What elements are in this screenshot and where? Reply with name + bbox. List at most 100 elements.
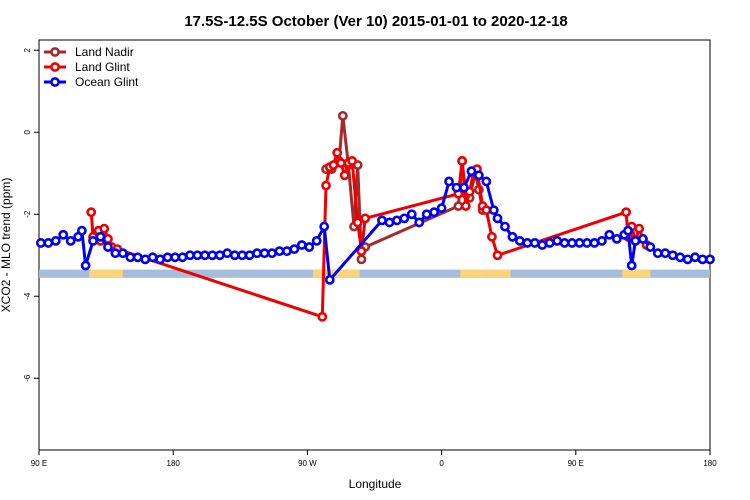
legend-item-land-nadir: Land Nadir	[44, 45, 134, 59]
data-point-ocean-glint	[207, 250, 218, 261]
land-band-segment	[504, 269, 511, 278]
data-point-ocean-glint	[377, 215, 387, 226]
data-point-ocean-glint	[645, 242, 656, 252]
data-point-ocean-glint	[507, 231, 518, 242]
data-point-ocean-glint	[675, 252, 686, 263]
data-point-ocean-glint	[623, 225, 633, 236]
land-band-segment	[627, 269, 642, 278]
data-point-land-glint	[360, 213, 371, 224]
data-point-ocean-glint	[252, 248, 262, 259]
series-ocean-glint	[35, 166, 715, 285]
y-axis-title: XCO2 - MLO trend (ppm)	[0, 178, 13, 313]
data-point-ocean-glint	[65, 235, 76, 246]
data-point-ocean-glint	[492, 213, 503, 224]
data-point-land-glint	[460, 201, 471, 211]
land-band-segment	[94, 269, 118, 278]
y-tick-label: 0	[23, 129, 32, 134]
legend-label: Land Glint	[75, 60, 130, 74]
data-point-ocean-glint	[436, 203, 447, 213]
data-point-ocean-glint	[319, 221, 330, 232]
data-point-land-glint	[347, 156, 358, 166]
data-point-ocean-glint	[43, 238, 54, 248]
legend-marker	[50, 62, 60, 72]
land-band-segment	[117, 269, 123, 278]
data-point-ocean-glint	[229, 250, 240, 261]
data-point-ocean-glint	[296, 240, 307, 250]
legend-item-land-glint: Land Glint	[44, 60, 130, 74]
data-point-ocean-glint	[559, 238, 570, 248]
data-point-land-glint	[487, 231, 497, 242]
data-point-ocean-glint	[596, 235, 607, 246]
data-point-land-glint	[86, 207, 97, 218]
data-point-land-nadir	[453, 201, 464, 211]
data-point-ocean-glint	[35, 238, 46, 248]
band-layer	[39, 269, 710, 278]
data-point-ocean-glint	[652, 248, 663, 259]
data-point-ocean-glint	[406, 209, 417, 220]
data-point-ocean-glint	[574, 238, 585, 248]
land-band-segment	[486, 269, 505, 278]
data-point-land-glint	[634, 223, 645, 234]
data-point-ocean-glint	[50, 235, 61, 246]
legend-marker	[50, 77, 60, 87]
data-point-ocean-glint	[589, 238, 600, 248]
land-band-segment	[89, 269, 95, 278]
data-point-ocean-glint	[214, 250, 225, 261]
data-point-ocean-glint	[304, 242, 315, 252]
data-point-land-glint	[352, 217, 363, 228]
y-axis: 2 0 -2 -4 -6	[23, 47, 39, 382]
data-point-ocean-glint	[88, 235, 98, 246]
data-point-ocean-glint	[604, 229, 615, 240]
x-tick-label: 180	[167, 459, 181, 468]
data-point-land-nadir	[337, 110, 348, 121]
data-point-ocean-glint	[611, 233, 622, 244]
data-point-land-glint	[317, 311, 328, 322]
data-point-ocean-glint	[162, 252, 173, 263]
data-point-ocean-glint	[384, 217, 395, 228]
data-point-land-glint	[621, 207, 632, 218]
data-point-ocean-glint	[103, 242, 113, 252]
data-point-ocean-glint	[222, 248, 233, 259]
y-tick-label: -2	[23, 210, 32, 218]
data-point-ocean-glint	[421, 209, 432, 220]
data-point-ocean-glint	[324, 274, 335, 285]
data-point-land-glint	[328, 160, 339, 170]
data-point-ocean-glint	[244, 250, 255, 261]
data-point-ocean-glint	[267, 248, 277, 259]
data-point-ocean-glint	[117, 248, 128, 259]
data-point-ocean-glint	[697, 254, 708, 265]
data-point-ocean-glint	[391, 215, 402, 226]
chart-title: 17.5S-12.5S October (Ver 10) 2015-01-01 …	[184, 13, 568, 30]
data-point-ocean-glint	[274, 246, 285, 257]
data-point-ocean-glint	[125, 252, 136, 263]
data-point-ocean-glint	[451, 182, 462, 193]
data-point-ocean-glint	[110, 248, 121, 259]
data-point-ocean-glint	[259, 248, 270, 259]
data-point-land-glint	[321, 180, 331, 191]
data-point-ocean-glint	[481, 176, 492, 187]
data-point-ocean-glint	[473, 170, 484, 181]
data-point-ocean-glint	[281, 246, 292, 257]
data-point-ocean-glint	[500, 221, 510, 232]
legend-label: Ocean Glint	[75, 75, 139, 89]
data-point-ocean-glint	[567, 238, 577, 248]
land-band-segment	[622, 269, 628, 278]
data-point-ocean-glint	[522, 238, 533, 248]
land-band-segment	[641, 269, 651, 278]
legend-marker	[50, 47, 60, 57]
data-point-ocean-glint	[682, 254, 693, 265]
ocean-band	[39, 269, 710, 278]
data-point-ocean-glint	[185, 250, 195, 261]
data-point-ocean-glint	[199, 250, 210, 261]
data-point-land-glint	[356, 246, 367, 257]
data-point-ocean-glint	[132, 252, 143, 263]
data-point-ocean-glint	[459, 182, 469, 193]
data-point-ocean-glint	[444, 176, 454, 187]
data-point-land-glint	[99, 223, 110, 234]
data-point-ocean-glint	[147, 252, 158, 263]
data-point-ocean-glint	[660, 248, 671, 259]
data-point-ocean-glint	[466, 166, 477, 177]
plot-area	[35, 39, 715, 451]
data-point-ocean-glint	[399, 213, 410, 224]
data-point-ocean-glint	[529, 238, 540, 248]
